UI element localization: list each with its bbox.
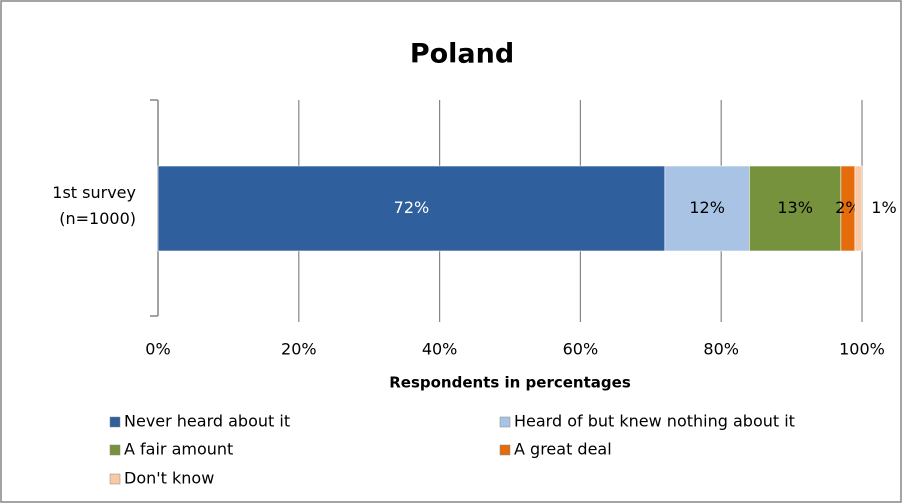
legend-label: Never heard about it [124,412,290,431]
x-tick-label: 80% [703,340,739,359]
legend-label: Don't know [124,469,214,488]
legend-swatch [499,416,511,428]
x-tick-label: 40% [422,340,458,359]
legend-label: Heard of but knew nothing about it [514,412,795,431]
bar-segment [664,165,750,252]
legend-label: A great deal [514,440,612,459]
legend-swatch [109,444,121,456]
x-tick-label: 100% [839,340,885,359]
legend-swatch [499,444,511,456]
legend-swatch [109,416,121,428]
category-label: 1st survey (n=1000) [52,183,136,228]
x-axis-title: Respondents in percentages [389,374,631,392]
data-label: 1% [871,198,896,217]
data-label: 2% [835,198,860,217]
data-label: 13% [777,198,813,217]
data-label: 12% [689,198,725,217]
data-label: 72% [394,198,430,217]
x-tick-label: 0% [145,340,170,359]
bar-segment [854,165,863,252]
bar-segment [157,165,666,252]
legend-label: A fair amount [124,440,233,459]
x-tick-label: 60% [563,340,599,359]
legend-swatch [109,473,121,485]
chart-title: Poland [410,39,514,70]
x-tick-label: 20% [281,340,317,359]
